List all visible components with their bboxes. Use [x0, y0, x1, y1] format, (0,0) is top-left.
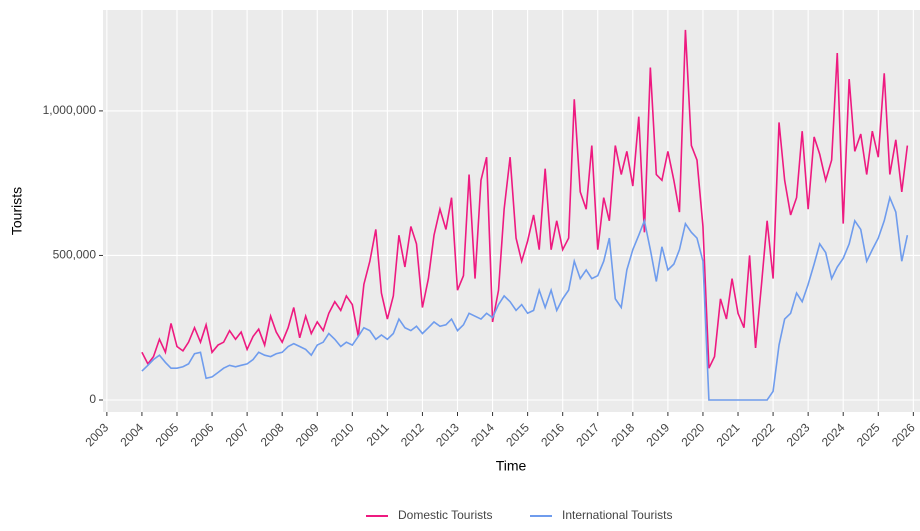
x-tick-label: 2019 [643, 420, 672, 449]
x-tick-label: 2009 [293, 420, 322, 449]
y-tick-label: 0 [89, 392, 96, 406]
legend-label: Domestic Tourists [398, 508, 492, 522]
x-tick-label: 2025 [854, 420, 883, 449]
x-tick-label: 2006 [188, 420, 217, 449]
series-line [141, 195, 909, 401]
x-tick-label: 2018 [608, 420, 637, 449]
x-tick-label: 2010 [328, 420, 357, 449]
x-tick-label: 2007 [223, 420, 252, 449]
x-tick-label: 2003 [82, 420, 111, 449]
x-tick-label: 2015 [503, 420, 532, 449]
x-tick-label: 2013 [433, 420, 462, 449]
legend-label: International Tourists [562, 508, 673, 522]
x-tick-label: 2005 [153, 420, 182, 449]
x-tick-label: 2017 [573, 420, 602, 449]
y-tick-label: 1,000,000 [43, 103, 97, 117]
y-tick-label: 500,000 [53, 248, 97, 262]
series-line [141, 29, 909, 369]
x-tick-label: 2022 [749, 420, 778, 449]
x-tick-label: 2020 [679, 420, 708, 449]
y-axis-title: Tourists [9, 187, 25, 235]
x-tick-label: 2014 [468, 420, 497, 449]
x-tick-label: 2024 [819, 420, 848, 449]
x-tick-label: 2012 [398, 420, 427, 449]
x-tick-label: 2011 [364, 420, 392, 448]
x-tick-label: 2016 [538, 420, 567, 449]
x-tick-label: 2023 [784, 420, 813, 449]
x-tick-label: 2004 [118, 420, 147, 449]
x-tick-label: 2026 [889, 420, 918, 449]
x-tick-label: 2008 [258, 420, 287, 449]
x-axis-title: Time [496, 458, 527, 474]
x-tick-label: 2021 [714, 420, 743, 449]
panel [103, 10, 920, 412]
